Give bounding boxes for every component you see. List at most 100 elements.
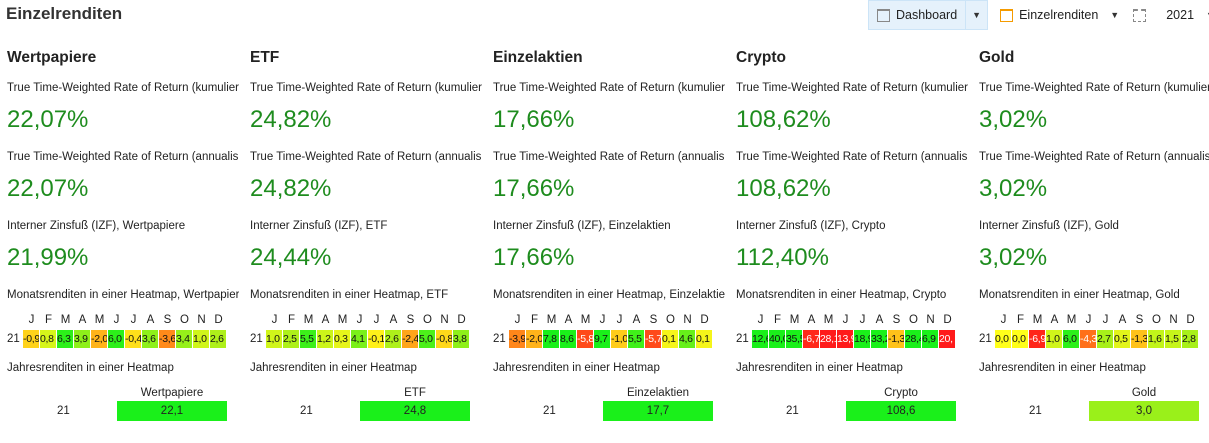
heatmap-cell[interactable]: 18,9 (854, 330, 870, 348)
heatmap-cell[interactable]: 35,5 (786, 330, 802, 348)
heatmap-cell[interactable]: 5,5 (628, 330, 644, 348)
heatmap-cell[interactable]: 3,9 (74, 330, 90, 348)
heatmap-cell[interactable]: 28,4 (905, 330, 921, 348)
heatmap-cell[interactable]: 6,0 (108, 330, 124, 348)
heatmap-cell[interactable]: 2,7 (1097, 330, 1113, 348)
heatmap-cell[interactable]: 7,8 (543, 330, 559, 348)
yearly-heatmap-cell[interactable]: 17,7 (603, 401, 713, 421)
heatmap-cell[interactable]: -1,3 (1131, 330, 1147, 348)
heatmap-cell[interactable]: 0,1 (662, 330, 678, 348)
heatmap-cell[interactable]: 12,6 (752, 330, 768, 348)
heatmap-cell[interactable]: -0,8 (436, 330, 452, 348)
ttwror-ann-label: True Time-Weighted Rate of Return (annua… (7, 151, 239, 163)
heatmap-cell[interactable]: -0,9 (23, 330, 39, 348)
heatmap-cell[interactable]: -3,6 (159, 330, 175, 348)
heatmap-cell[interactable]: 40,0 (769, 330, 785, 348)
heatmap-cell[interactable]: -5,8 (577, 330, 593, 348)
heatmap-cell[interactable]: 5,5 (300, 330, 316, 348)
heatmap-cell[interactable]: 1,0 (266, 330, 282, 348)
heatmap-cell[interactable]: 28,1 (820, 330, 836, 348)
view-label: Einzelrenditen (1019, 8, 1099, 22)
month-label: S (163, 314, 172, 326)
month-label: A (632, 314, 641, 326)
ttwror-ann-label: True Time-Weighted Rate of Return (annua… (493, 151, 725, 163)
year-label: 21 (250, 333, 263, 345)
month-label: O (180, 314, 189, 326)
calendar-icon (1133, 8, 1147, 22)
heatmap-cell[interactable]: 2,5 (283, 330, 299, 348)
heatmap-cell[interactable]: 4,6 (679, 330, 695, 348)
heatmap-row: 21 0,0 0,0 -6,9 1,0 6,0 -4,3 2,7 0,5 -1,3 1,6 1,5 2,… (979, 330, 1209, 348)
chevron-down-icon[interactable]: ▼ (972, 10, 982, 20)
dashboard-label: Dashboard (896, 8, 958, 22)
heatmap-cell[interactable]: 0,5 (1114, 330, 1130, 348)
heatmap-cell[interactable]: 33,2 (871, 330, 887, 348)
yearly-column-header: Einzelaktien (626, 387, 689, 399)
month-label: D (1186, 314, 1195, 326)
ttwror-cum-value: 22,07% (7, 106, 89, 133)
heatmap-cell[interactable]: 6,9 (922, 330, 938, 348)
heatmap-cell[interactable]: 13,9 (837, 330, 853, 348)
heatmap-cell[interactable]: 4,1 (351, 330, 367, 348)
heatmap-cell[interactable]: 2,6 (385, 330, 401, 348)
heatmap-cell[interactable]: 9,7 (594, 330, 610, 348)
heatmap-cell[interactable]: 1,0 (193, 330, 209, 348)
yearly-heatmap-cell[interactable]: 3,0 (1089, 401, 1199, 421)
irr-value: 3,02% (979, 244, 1048, 271)
heatmap-cell[interactable]: 3,4 (176, 330, 192, 348)
year-label: 21 (300, 405, 313, 417)
heatmap-cell[interactable]: 0,3 (334, 330, 350, 348)
heatmap-cell[interactable]: 6,3 (57, 330, 73, 348)
yearly-heatmap-cell[interactable]: 22,1 (117, 401, 227, 421)
heatmap-cell[interactable]: 5,0 (419, 330, 435, 348)
yearly-heatmap-cell[interactable]: 108,6 (846, 401, 956, 421)
heatmap-cell[interactable]: 1,0 (1046, 330, 1062, 348)
irr-label: Interner Zinsfuß (IZF), Crypto (736, 220, 886, 232)
heatmap-cell[interactable]: -0,4 (125, 330, 141, 348)
widget-column-wertpapiere: Wertpapiere True Time-Weighted Rate of R… (7, 46, 239, 421)
heatmap-cell[interactable]: -2,0 (91, 330, 107, 348)
yearly-heatmap-cell[interactable]: 24,8 (360, 401, 470, 421)
yearly-heatmap-label: Jahresrenditen in einer Heatmap (493, 362, 660, 374)
heatmap-cell[interactable]: 1,6 (1148, 330, 1164, 348)
heatmap-cell[interactable]: 3,8 (453, 330, 469, 348)
heatmap-cell[interactable]: 3,6 (142, 330, 158, 348)
heatmap-cell[interactable]: -6,7 (803, 330, 819, 348)
heatmap-cell[interactable]: 0,1 (696, 330, 712, 348)
heatmap-cell[interactable]: 2,8 (1182, 330, 1198, 348)
heatmap-cell[interactable]: -1,0 (611, 330, 627, 348)
heatmap-cell[interactable]: -2,4 (402, 330, 418, 348)
month-label: O (423, 314, 432, 326)
month-label: J (1102, 314, 1109, 326)
month-label: M (1032, 314, 1043, 326)
heatmap-cell[interactable]: 0,8 (40, 330, 56, 348)
heatmap-cell[interactable]: -4,3 (1080, 330, 1096, 348)
dashboard-dropdown[interactable]: Dashboard ▼ (868, 0, 989, 30)
yearly-heatmap-label: Jahresrenditen in einer Heatmap (979, 362, 1146, 374)
irr-value: 112,40% (736, 244, 829, 271)
view-dropdown[interactable]: Einzelrenditen ▼ (996, 8, 1129, 22)
irr-value: 17,66% (493, 244, 575, 271)
heatmap-cell[interactable]: -6,9 (1029, 330, 1045, 348)
heatmap-cell[interactable]: -1,3 (888, 330, 904, 348)
heatmap-cell[interactable]: -0,1 (368, 330, 384, 348)
heatmap-cell[interactable]: 1,2 (317, 330, 333, 348)
ttwror-cum-value: 24,82% (250, 106, 332, 133)
heatmap-cell[interactable]: -3,9 (509, 330, 525, 348)
yearly-column-header: Crypto (884, 387, 918, 399)
heatmap-cell[interactable]: 6,0 (1063, 330, 1079, 348)
heatmap-cell[interactable]: -2,0 (526, 330, 542, 348)
heatmap-cell[interactable]: 0,0 (1012, 330, 1028, 348)
year-dropdown[interactable]: 2021 ▼ (1129, 8, 1209, 22)
heatmap-cell[interactable]: -5,7 (645, 330, 661, 348)
heatmap-cell[interactable]: 8,6 (560, 330, 576, 348)
month-label: A (146, 314, 155, 326)
month-label: J (28, 314, 35, 326)
heatmap-cell[interactable]: 1,5 (1165, 330, 1181, 348)
heatmap-cell[interactable]: 2,6 (210, 330, 226, 348)
heatmap-cell[interactable]: 20, (939, 330, 955, 348)
heatmap-cell[interactable]: 0,0 (995, 330, 1011, 348)
month-label: S (649, 314, 658, 326)
